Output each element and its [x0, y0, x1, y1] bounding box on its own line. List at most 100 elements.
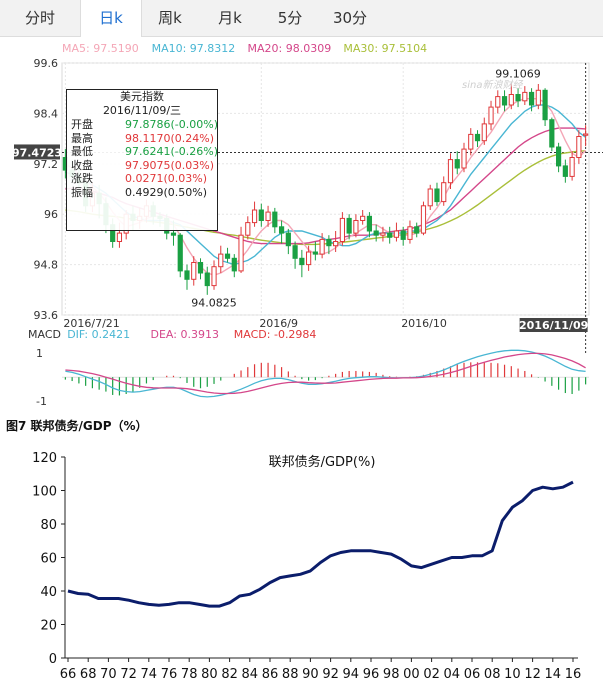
crosshair-value-box: [14, 144, 60, 160]
x-tick-label: 2016/9: [259, 317, 298, 330]
x-tick-label: 74: [141, 667, 158, 682]
x-tick-label: 04: [444, 667, 461, 682]
candle: [427, 184, 433, 210]
macd-tick-label: 1: [36, 347, 43, 360]
plot-frame: [61, 62, 590, 316]
x-tick-label: 96: [363, 667, 380, 682]
x-tick-label: 66: [60, 667, 77, 682]
candle: [528, 88, 535, 112]
tooltip-row-label: 涨跌: [71, 172, 93, 185]
y-tick-label: 96: [44, 208, 58, 221]
candle: [306, 245, 312, 271]
candle: [258, 203, 264, 227]
x-tick-label: 12: [524, 667, 541, 682]
tab-5[interactable]: 30分: [332, 9, 368, 27]
x-tick-label: 90: [302, 667, 319, 682]
candle: [447, 153, 454, 189]
candle: [407, 220, 413, 244]
tooltip-row-value: 0.4929(0.50%): [125, 185, 208, 199]
tab-3[interactable]: 月k: [218, 9, 242, 27]
dif-line: [65, 349, 586, 398]
candle: [231, 254, 237, 278]
candle: [522, 86, 528, 105]
tab-2[interactable]: 周k: [158, 9, 182, 27]
tooltip-row-label: 振幅: [71, 185, 93, 199]
x-tick-label: 92: [322, 667, 339, 682]
candle: [373, 224, 379, 242]
tab-0[interactable]: 分时: [24, 9, 55, 27]
candle: [265, 205, 271, 227]
y-tick-label: 94.8: [34, 259, 59, 272]
candle: [468, 128, 474, 156]
candle: [211, 260, 217, 290]
x-tick-label: 02: [423, 667, 440, 682]
candle: [542, 88, 548, 126]
candle: [285, 228, 291, 255]
tooltip-row: 收盘 97.9075(0.03%): [67, 159, 217, 173]
candle: [380, 226, 386, 242]
y-tick-label: 93.6: [34, 309, 59, 322]
tooltip-row: 最低 97.6241(-0.26%): [67, 145, 218, 159]
candle: [292, 241, 298, 269]
candle: [583, 125, 589, 147]
candle: [488, 100, 494, 131]
candle: [549, 117, 555, 152]
ma-legend-ma5: MA5: 97.5190: [62, 42, 139, 55]
candle: [238, 226, 244, 273]
last-date-label: 2016/11/09: [519, 319, 588, 332]
x-tick-label: 70: [100, 667, 117, 682]
candle: [177, 233, 183, 278]
x-tick-label: 86: [262, 667, 279, 682]
y-tick-label: 99.6: [34, 57, 59, 70]
candle: [481, 117, 487, 145]
x-tick-label: 16: [565, 667, 582, 682]
tooltip-row: 涨跌 0.0271(0.03%): [67, 172, 217, 186]
x-tick-label: 68: [80, 667, 97, 682]
y-tick-label: 40: [40, 585, 57, 600]
candle: [278, 220, 285, 244]
x-tick-label: 98: [383, 667, 400, 682]
x-tick-label: 80: [201, 667, 218, 682]
x-tick-label: 2016/10: [401, 317, 447, 330]
candle: [576, 130, 582, 164]
ma-legend-ma10: MA10: 97.8312: [152, 42, 236, 55]
candle: [400, 226, 406, 246]
candle: [501, 90, 508, 112]
x-tick-label: 10: [504, 667, 521, 682]
debt-series-line: [67, 480, 574, 608]
tooltip-row-value: 0.0271(0.03%): [125, 172, 208, 185]
x-tick-label: 94: [343, 667, 360, 682]
x-tick-label: 06: [464, 667, 481, 682]
macd-legend: DIF: 0.2421: [67, 328, 130, 341]
candle: [414, 222, 420, 238]
candle: [387, 226, 393, 244]
ma-legend-ma20: MA20: 98.0309: [248, 42, 332, 55]
tooltip-date: 2016/11/09/三: [102, 104, 182, 117]
candle: [326, 235, 332, 255]
y-tick-label: 0: [49, 652, 57, 667]
candle: [535, 84, 541, 110]
last-date-box: [519, 318, 588, 332]
candle: [184, 264, 190, 290]
candle: [346, 214, 352, 240]
candle: [224, 247, 231, 263]
candle: [393, 222, 400, 242]
tab-4[interactable]: 5分: [277, 9, 303, 27]
tab-1[interactable]: 日k: [80, 0, 142, 37]
figure-caption: 图7 联邦债务/GDP（%）: [6, 419, 148, 433]
tooltip-row-label: 最低: [71, 145, 93, 158]
macd-legend: MACD: [28, 328, 61, 341]
ma-legend-ma30: MA30: 97.5104: [343, 42, 427, 55]
candle: [366, 212, 373, 238]
x-tick-label: 00: [403, 667, 420, 682]
candle: [272, 207, 278, 234]
tooltip-row: 开盘 97.8786(-0.00%): [67, 118, 218, 132]
tooltip-panel: 美元指数 2016/11/09/三 开盘 97.8786(-0.00%) 最高 98.…: [66, 89, 218, 231]
x-tick-label: 76: [161, 667, 178, 682]
x-tick-label: 84: [242, 667, 259, 682]
y-tick-label: 100: [32, 485, 57, 500]
candle: [508, 83, 514, 110]
candle: [197, 258, 204, 280]
candle: [495, 90, 501, 114]
candle: [556, 142, 562, 173]
